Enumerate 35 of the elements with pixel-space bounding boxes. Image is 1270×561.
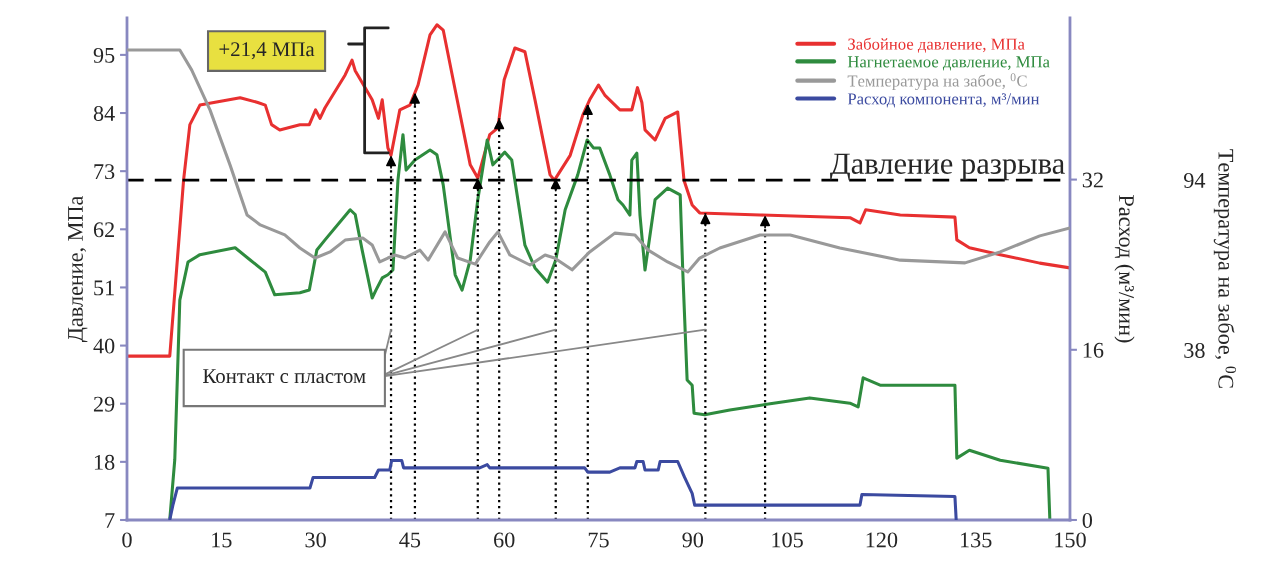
- y-tick-label: 95: [93, 47, 115, 63]
- x-tick-label: 30: [305, 532, 326, 548]
- legend-label: Температура на забое, $^{0}$C: [847, 73, 1027, 91]
- x-tick-label: 75: [588, 532, 609, 548]
- y-tick-label: 7: [105, 513, 115, 528]
- y3-tick-label: 38: [1184, 342, 1205, 358]
- annotation: Контакт с пластом: [203, 369, 366, 384]
- x-tick-label: 45: [399, 532, 421, 548]
- y-tick-label: 62: [93, 222, 114, 238]
- y-tick-label: 29: [93, 396, 115, 412]
- y2-tick-label: 32: [1082, 172, 1103, 188]
- y2-axis-title: Расход (м³/мин): [1114, 195, 1135, 343]
- y-tick-label: 51: [94, 280, 114, 296]
- x-tick-label: 105: [772, 532, 803, 548]
- x-tick-label: 120: [866, 532, 898, 548]
- legend-label: Расход компонента, м³/мин: [847, 93, 1040, 108]
- legend-label: Забойное давление, МПа: [848, 37, 1025, 53]
- y-axis-title: Давление, МПа: [68, 195, 88, 343]
- x-tick-label: 150: [1055, 532, 1086, 548]
- x-tick-label: 0: [122, 532, 132, 548]
- x-tick-label: 90: [682, 532, 704, 548]
- x-tick-label: 60: [494, 532, 515, 548]
- y-tick-label: 40: [93, 338, 115, 354]
- legend-label: Нагнетаемое давление, МПа: [847, 56, 1050, 71]
- ref-line-label: Давление разрыва: [830, 153, 1065, 181]
- y-tick-label: 73: [94, 164, 115, 180]
- annotation: +21,4 МПа: [219, 42, 315, 60]
- y2-tick-label: 16: [1083, 342, 1104, 358]
- x-tick-label: 135: [960, 532, 992, 548]
- y3-axis-title: Температура на забое, $^{0}$C: [1213, 149, 1237, 388]
- y-tick-label: 18: [94, 454, 115, 470]
- y-tick-label: 84: [93, 105, 115, 121]
- y3-tick-label: 94: [1183, 172, 1206, 188]
- x-tick-label: 15: [212, 532, 232, 548]
- y2-tick-label: 0: [1082, 512, 1093, 528]
